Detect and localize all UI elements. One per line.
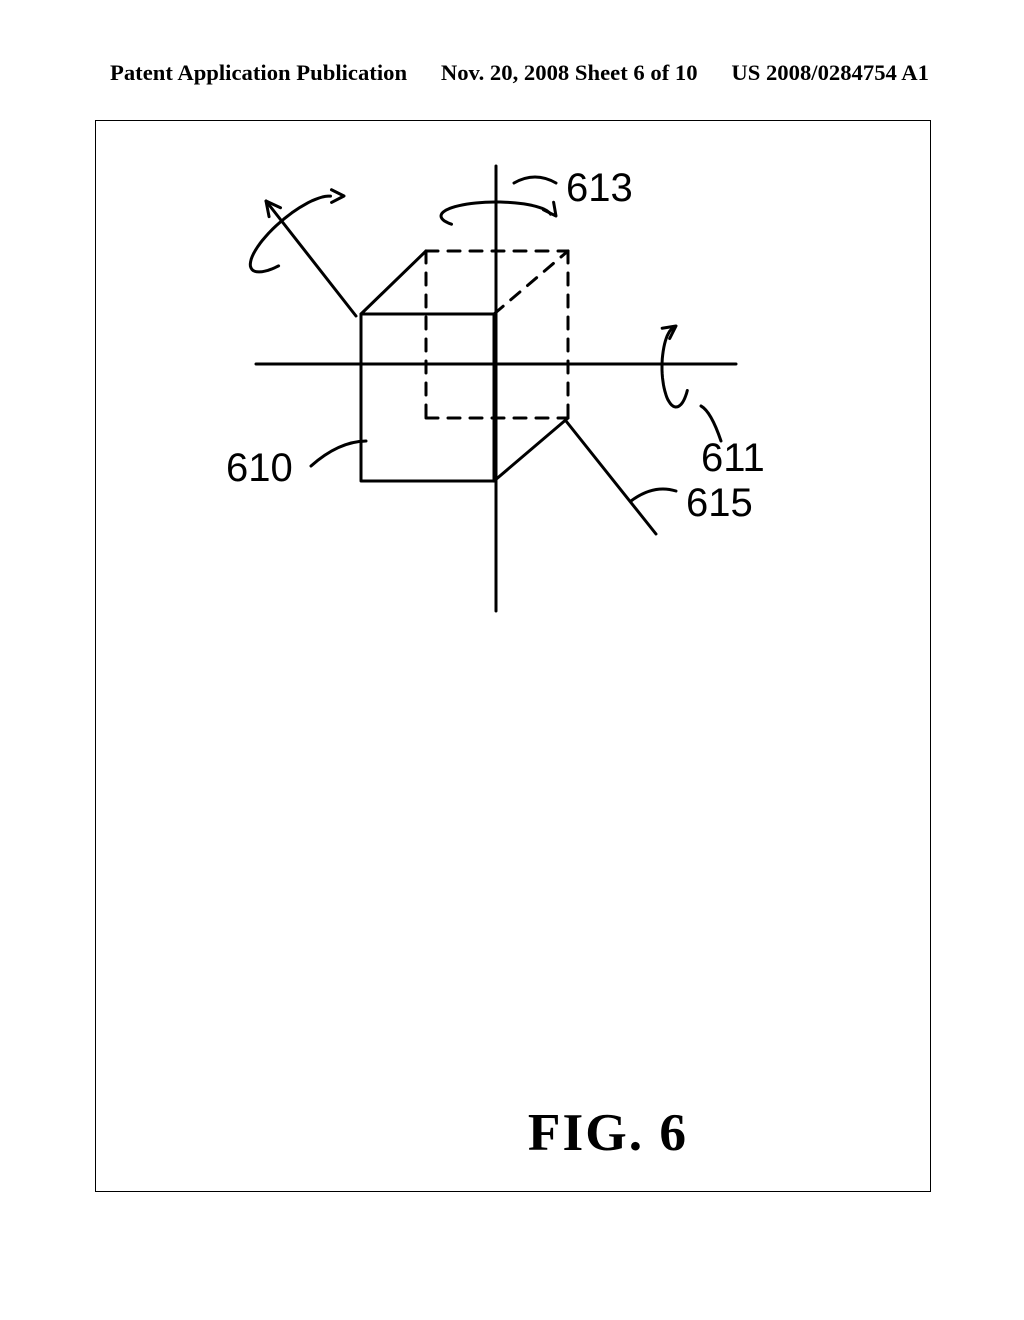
reference-615: 615 xyxy=(686,481,753,526)
diagram-svg xyxy=(96,121,930,1191)
figure-caption: FIG. 6 xyxy=(96,1101,1024,1163)
page: Patent Application Publication Nov. 20, … xyxy=(0,0,1024,1320)
figure-frame: 613 611 615 610 FIG. 6 xyxy=(95,120,931,1192)
patent-header: Patent Application Publication Nov. 20, … xyxy=(0,60,1024,86)
reference-610: 610 xyxy=(226,446,293,491)
reference-613: 613 xyxy=(566,166,633,211)
header-center: Nov. 20, 2008 Sheet 6 of 10 xyxy=(441,60,698,86)
reference-611: 611 xyxy=(701,436,765,481)
header-right: US 2008/0284754 A1 xyxy=(731,60,929,86)
header-left: Patent Application Publication xyxy=(110,60,407,86)
